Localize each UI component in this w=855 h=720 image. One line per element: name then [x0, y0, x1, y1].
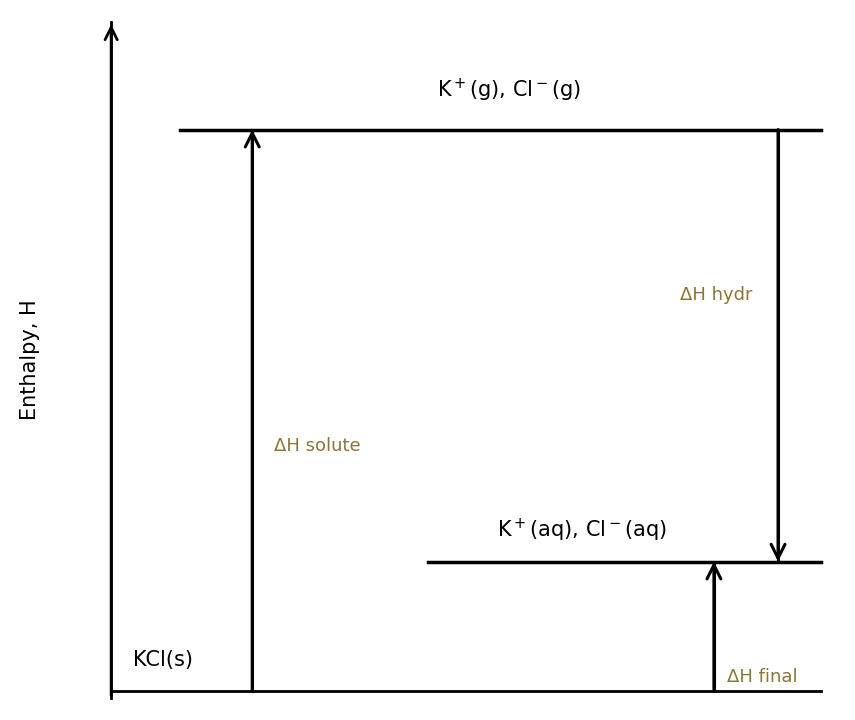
- Text: Enthalpy, H: Enthalpy, H: [20, 300, 40, 420]
- Text: K$^+$(g), Cl$^-$(g): K$^+$(g), Cl$^-$(g): [437, 77, 581, 104]
- Text: KCl(s): KCl(s): [133, 649, 192, 670]
- Text: ΔH final: ΔH final: [727, 668, 798, 685]
- Text: ΔH solute: ΔH solute: [274, 437, 360, 455]
- Text: ΔH hydr: ΔH hydr: [680, 286, 752, 304]
- Text: K$^+$(aq), Cl$^-$(aq): K$^+$(aq), Cl$^-$(aq): [497, 516, 666, 544]
